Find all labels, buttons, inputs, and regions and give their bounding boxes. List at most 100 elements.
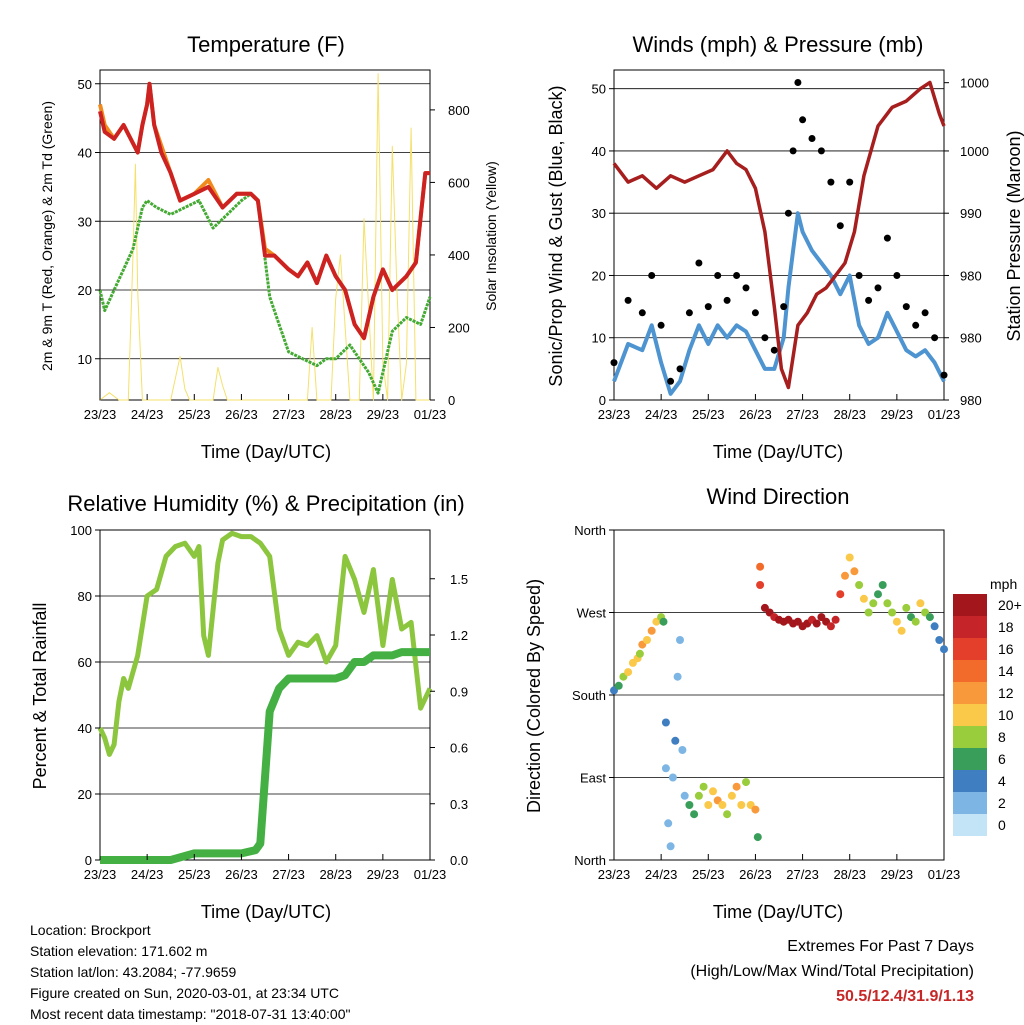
gust-point — [865, 296, 873, 304]
x-tick-label: 01/23 — [928, 867, 961, 882]
winddir-ylabel: Direction (Colored By Speed) — [524, 579, 544, 813]
gust-point — [784, 209, 792, 217]
rh-panel: Relative Humidity (%) & Precipitation (i… — [30, 491, 468, 922]
direction-point — [671, 736, 680, 745]
direction-point — [756, 562, 765, 571]
gust-point — [780, 303, 788, 311]
gust-point — [761, 334, 769, 342]
y-tick-label: 100 — [70, 523, 92, 538]
y2-tick-label: 0.6 — [450, 741, 468, 756]
colorbar-label: 12 — [998, 685, 1014, 701]
direction-point — [676, 636, 684, 644]
x-tick-label: 25/23 — [692, 867, 725, 882]
rh-axes: 0 20 40 60 80 100 0.0 0.3 0.6 0.9 1.2 1.5 23/23 24/23… — [70, 523, 468, 882]
direction-point — [930, 622, 939, 631]
direction-point — [753, 833, 762, 842]
extremes-heading: Extremes For Past 7 Days — [787, 938, 974, 955]
winddir-xlabel: Time (Day/UTC) — [713, 902, 843, 922]
winds-series — [610, 79, 948, 396]
x-tick-label: 28/23 — [833, 407, 866, 422]
direction-point — [624, 668, 633, 677]
gust-point — [610, 359, 618, 367]
gust-point — [789, 147, 797, 155]
y-tick-label: 0 — [599, 393, 606, 408]
gust-point — [817, 147, 825, 155]
gust-point — [695, 259, 703, 267]
y2-tick-label: 0.3 — [450, 797, 468, 812]
direction-point — [673, 672, 682, 681]
y2-tick-label: 980 — [960, 331, 982, 346]
direction-point — [694, 791, 703, 800]
x-tick-label: 01/23 — [414, 867, 447, 882]
x-tick-label: 29/23 — [367, 407, 400, 422]
colorbar-label: 0 — [998, 817, 1006, 833]
direction-point — [845, 553, 854, 562]
x-tick-label: 01/23 — [414, 407, 447, 422]
direction-point — [699, 782, 708, 791]
direction-point — [940, 645, 948, 654]
x-tick-label: 24/23 — [645, 407, 678, 422]
direction-point — [732, 782, 741, 791]
recent-timestamp: Most recent data timestamp: "2018-07-31 … — [30, 1006, 351, 1022]
direction-point — [911, 617, 920, 626]
direction-point — [742, 778, 750, 787]
y2-tick-label: 980 — [960, 393, 982, 408]
winds-y2label: Station Pressure (Maroon) — [1004, 130, 1024, 341]
temperature-panel: Temperature (F) 10 20 30 40 50 0 200 400 600 800 2… — [39, 32, 499, 462]
direction-point — [666, 842, 675, 851]
y2-tick-label: 600 — [448, 175, 470, 190]
x-tick-label: 25/23 — [178, 867, 211, 882]
direction-point — [659, 617, 668, 626]
extremes-box: Extremes For Past 7 Days (High/Low/Max W… — [690, 934, 974, 1009]
pressure-line — [612, 80, 946, 390]
y2-tick-label: 800 — [448, 103, 470, 118]
station-location: Location: Brockport — [30, 922, 151, 938]
x-tick-label: 27/23 — [786, 407, 819, 422]
x-tick-label: 26/23 — [225, 407, 258, 422]
winddir-panel: Wind Direction NorthEastSouthWestNorth23… — [524, 484, 1022, 922]
y2-tick-label: 980 — [960, 268, 982, 283]
rh-series — [97, 530, 433, 864]
direction-point — [647, 626, 656, 635]
x-tick-label: 29/23 — [881, 867, 914, 882]
gust-point — [902, 303, 910, 311]
gust-point — [883, 234, 891, 242]
gust-point — [893, 272, 901, 279]
y2-tick-label: 400 — [448, 248, 470, 263]
colorbar-swatch — [953, 770, 987, 792]
winds-ylabel: Sonic/Prop Wind & Gust (Blue, Black) — [546, 85, 566, 386]
colorbar-label: 14 — [998, 663, 1014, 679]
colorbar-swatch — [953, 638, 987, 660]
temperature-title: Temperature (F) — [187, 32, 345, 57]
colorbar-swatch — [953, 616, 987, 638]
y-tick-label: 20 — [592, 268, 606, 283]
y-tick-label: 40 — [78, 146, 92, 161]
direction-point — [902, 603, 911, 612]
gust-point — [742, 284, 750, 292]
direction-point — [892, 617, 901, 626]
y2-tick-label: 1.5 — [450, 572, 468, 587]
gust-point — [836, 222, 844, 230]
rh-line — [97, 530, 433, 757]
colorbar-label: 18 — [998, 619, 1014, 635]
gust-point — [657, 321, 665, 329]
x-tick-label: 28/23 — [319, 867, 352, 882]
gust-point — [799, 116, 807, 124]
x-tick-label: 25/23 — [692, 407, 725, 422]
winddir-series — [610, 553, 948, 851]
gust-point — [676, 365, 684, 373]
gust-point — [704, 303, 712, 311]
y-tick-label: North — [574, 523, 606, 538]
x-tick-label: 27/23 — [786, 867, 819, 882]
colorbar-swatch — [953, 660, 987, 682]
y-tick-label: 20 — [78, 283, 92, 298]
winds-xlabel: Time (Day/UTC) — [713, 442, 843, 462]
colorbar-swatch — [953, 726, 987, 748]
direction-point — [883, 599, 892, 608]
gust-point — [770, 346, 778, 354]
colorbar-label: 8 — [998, 729, 1006, 745]
gust-point — [751, 309, 759, 317]
colorbar-swatch — [953, 704, 987, 726]
winds-title: Winds (mph) & Pressure (mb) — [633, 32, 924, 57]
gust-point — [940, 371, 948, 379]
